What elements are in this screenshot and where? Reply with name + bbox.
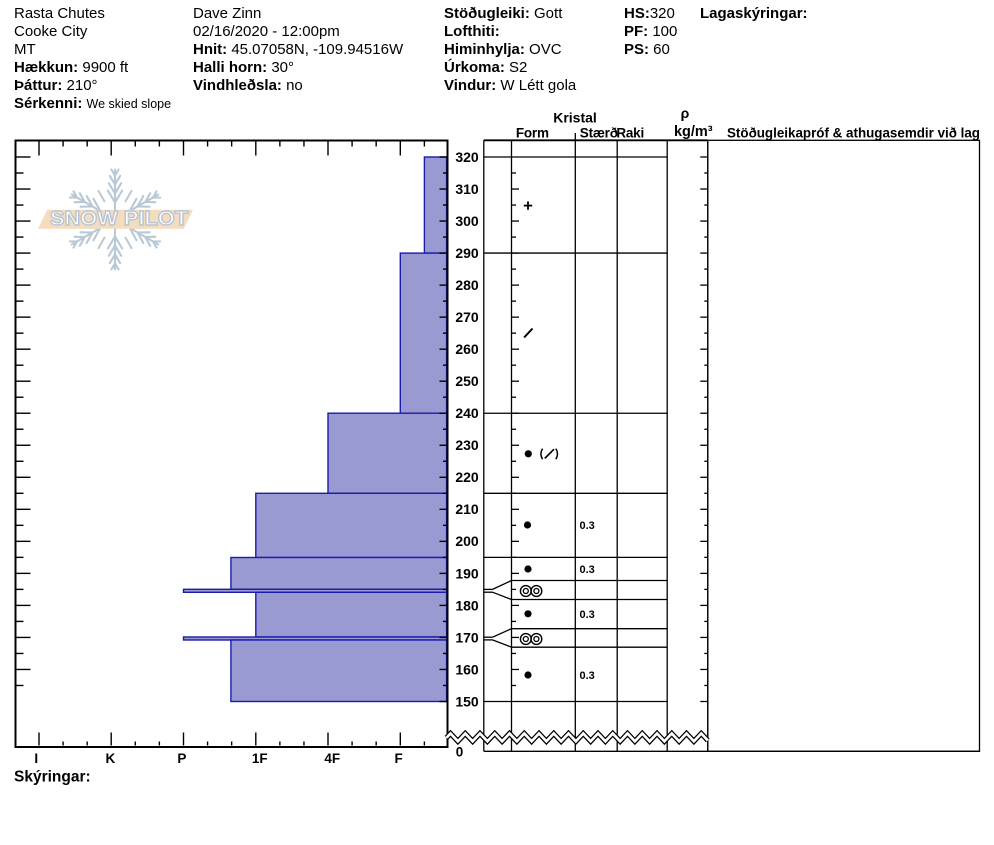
- svg-text:Kristal: Kristal: [553, 109, 597, 125]
- svg-text:240: 240: [455, 405, 479, 421]
- svg-text:0.3: 0.3: [580, 564, 595, 576]
- svg-text:Lofthiti:: Lofthiti:: [444, 23, 500, 40]
- svg-text:0: 0: [456, 745, 464, 760]
- svg-text:Dave Zinn: Dave Zinn: [193, 5, 261, 22]
- svg-text:0.3: 0.3: [580, 520, 595, 532]
- svg-text:Cooke City: Cooke City: [14, 23, 88, 40]
- svg-text:320: 320: [455, 149, 479, 165]
- svg-text:Hækkun: 9900 ft: Hækkun: 9900 ft: [14, 59, 129, 76]
- svg-text:310: 310: [455, 181, 479, 197]
- svg-text:Stærð: Stærð: [580, 126, 618, 141]
- svg-text:190: 190: [455, 565, 479, 581]
- svg-text:0.3: 0.3: [580, 670, 595, 682]
- svg-text:PF: 100: PF: 100: [624, 23, 677, 40]
- svg-text:kg/m³: kg/m³: [674, 124, 713, 140]
- svg-text:4F: 4F: [324, 751, 340, 766]
- svg-text:MT: MT: [14, 41, 36, 58]
- svg-text:K: K: [106, 751, 116, 766]
- svg-text:P: P: [177, 751, 186, 766]
- svg-text:210: 210: [455, 501, 479, 517]
- svg-text:Rasta Chutes: Rasta Chutes: [14, 5, 105, 22]
- svg-text:290: 290: [455, 245, 479, 261]
- svg-text:Stöðugleikapróf & athugasemdir: Stöðugleikapróf & athugasemdir við lag: [727, 126, 980, 141]
- svg-text:160: 160: [455, 661, 479, 677]
- svg-text:180: 180: [455, 597, 479, 613]
- svg-text:I: I: [34, 751, 38, 766]
- svg-text:Raki: Raki: [616, 126, 644, 141]
- svg-text:1F: 1F: [252, 751, 268, 766]
- svg-text:260: 260: [455, 341, 479, 357]
- svg-text:0.3: 0.3: [580, 609, 595, 621]
- svg-text:HS:320: HS:320: [624, 5, 675, 22]
- svg-text:Himinhylja: OVC: Himinhylja: OVC: [444, 41, 562, 58]
- svg-text:PS: 60: PS: 60: [624, 41, 670, 58]
- svg-text:Þáttur: 210°: Þáttur: 210°: [14, 77, 98, 94]
- svg-text:230: 230: [455, 437, 479, 453]
- svg-text:220: 220: [455, 469, 479, 485]
- svg-text:270: 270: [455, 309, 479, 325]
- svg-text:Vindhleðsla: no: Vindhleðsla: no: [193, 77, 303, 94]
- svg-text:Stöðugleiki: Gott: Stöðugleiki: Gott: [444, 5, 563, 22]
- svg-text:F: F: [394, 751, 402, 766]
- svg-text:250: 250: [455, 373, 479, 389]
- svg-text:200: 200: [455, 533, 479, 549]
- svg-text:300: 300: [455, 213, 479, 229]
- svg-text:SNOW PILOT: SNOW PILOT: [50, 207, 189, 230]
- svg-text:Lagaskýringar:: Lagaskýringar:: [700, 5, 808, 22]
- svg-text:150: 150: [455, 693, 479, 709]
- svg-text:02/16/2020 - 12:00pm: 02/16/2020 - 12:00pm: [193, 23, 340, 40]
- svg-text:Halli horn: 30°: Halli horn: 30°: [193, 59, 294, 76]
- svg-text:280: 280: [455, 277, 479, 293]
- svg-text:Sérkenni: We skied slope: Sérkenni: We skied slope: [14, 95, 171, 112]
- svg-text:Form: Form: [516, 126, 549, 141]
- svg-text:Skýringar:: Skýringar:: [14, 769, 91, 786]
- svg-text:Úrkoma: S2: Úrkoma: S2: [444, 58, 527, 76]
- svg-text:ρ: ρ: [681, 105, 690, 121]
- svg-text:Hnit: 45.07058N, -109.94516W: Hnit: 45.07058N, -109.94516W: [193, 41, 404, 58]
- svg-text:170: 170: [455, 629, 479, 645]
- svg-text:Vindur: W Létt gola: Vindur: W Létt gola: [444, 77, 577, 94]
